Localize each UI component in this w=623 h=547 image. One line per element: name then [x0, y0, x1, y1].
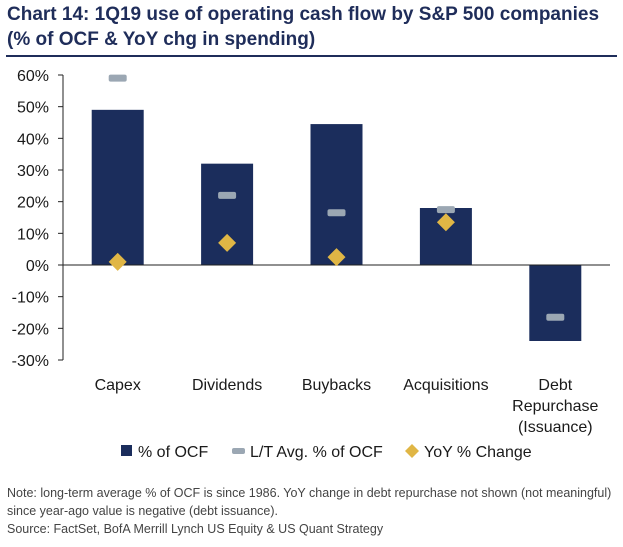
chart-notes: Note: long-term average % of OCF is sinc… — [7, 484, 617, 538]
legend-swatch-pct-ocf — [121, 445, 132, 456]
x-tick-label: Buybacks — [302, 377, 371, 394]
marker-lt-avg — [546, 313, 565, 321]
markers — [108, 74, 565, 321]
chart: -30% -20% -10% 0% 10% 20% 30% 40% 50% 60% Capex Di… — [12, 68, 610, 461]
y-tick-label: -30% — [12, 353, 49, 370]
y-tick-label: 50% — [17, 100, 49, 117]
marker-yoy-change — [436, 213, 455, 232]
bar-pct-ocf — [529, 265, 582, 341]
x-tick-label: Repurchase — [512, 398, 598, 415]
legend: % of OCF L/T Avg. % of OCF YoY % Change — [121, 444, 532, 461]
bar-pct-ocf — [91, 109, 144, 265]
y-tick-label: 40% — [17, 131, 49, 148]
x-tick-label: Debt — [538, 377, 572, 394]
marker-lt-avg — [327, 209, 346, 217]
legend-label: YoY % Change — [424, 444, 532, 461]
y-tick-label: 10% — [17, 226, 49, 243]
marker-lt-avg — [218, 191, 237, 199]
y-tick-label: 20% — [17, 195, 49, 212]
y-tick-label: -10% — [12, 290, 49, 307]
chart-title: Chart 14: 1Q19 use of operating cash flo… — [7, 4, 600, 50]
y-tick-label: 30% — [17, 163, 49, 180]
legend-swatch-yoy — [405, 444, 419, 458]
title-rule — [6, 55, 617, 57]
legend-swatch-lt-avg — [232, 448, 245, 454]
y-axis: -30% -20% -10% 0% 10% 20% 30% 40% 50% 60% — [12, 68, 64, 370]
y-tick-label: 60% — [17, 68, 49, 85]
bars — [91, 109, 582, 341]
marker-yoy-change — [218, 233, 237, 252]
marker-lt-avg — [108, 74, 127, 82]
x-axis-labels: Capex Dividends Buybacks Acquisitions Debt Re… — [95, 377, 599, 436]
bar-pct-ocf — [310, 124, 363, 265]
x-tick-label: Acquisitions — [403, 377, 488, 394]
x-tick-label: Dividends — [192, 377, 262, 394]
y-tick-label: -20% — [12, 321, 49, 338]
y-tick-label: 0% — [26, 258, 49, 275]
x-tick-label: (Issuance) — [518, 419, 593, 436]
marker-lt-avg — [436, 206, 455, 214]
note-text: Note: long-term average % of OCF is sinc… — [7, 486, 612, 518]
x-tick-label: Capex — [95, 377, 141, 394]
legend-label: % of OCF — [138, 444, 208, 461]
legend-label: L/T Avg. % of OCF — [250, 444, 383, 461]
marker-yoy-change — [327, 248, 346, 267]
source-text: Source: FactSet, BofA Merrill Lynch US E… — [7, 522, 384, 536]
